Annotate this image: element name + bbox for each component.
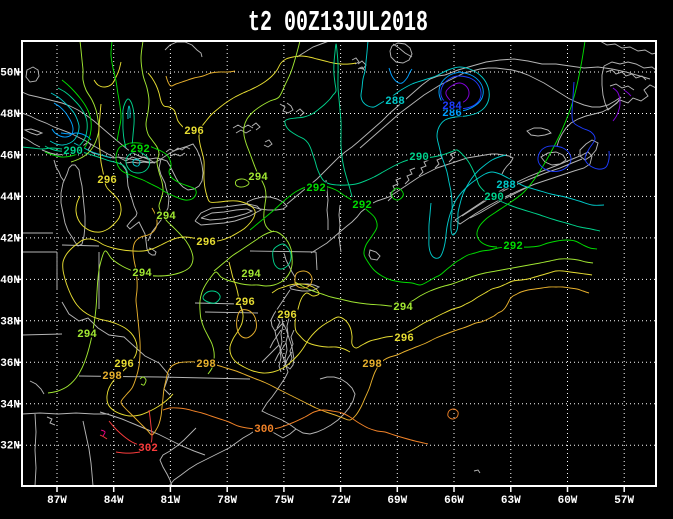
svg-text:t2 00Z13JUL2018: t2 00Z13JUL2018 xyxy=(248,7,428,40)
svg-text:294: 294 xyxy=(241,269,261,281)
svg-text:294: 294 xyxy=(248,172,268,184)
svg-text:290: 290 xyxy=(484,192,504,204)
svg-text:40N: 40N xyxy=(0,275,20,287)
svg-text:294: 294 xyxy=(393,302,413,314)
svg-text:294: 294 xyxy=(156,211,176,223)
svg-text:66W: 66W xyxy=(444,495,464,507)
svg-text:46N: 46N xyxy=(0,150,20,162)
svg-text:296: 296 xyxy=(97,175,117,187)
svg-text:284: 284 xyxy=(442,101,462,113)
svg-text:294: 294 xyxy=(132,268,152,280)
svg-text:292: 292 xyxy=(352,200,372,212)
svg-text:84W: 84W xyxy=(104,495,124,507)
svg-text:296: 296 xyxy=(235,297,255,309)
svg-text:296: 296 xyxy=(114,359,134,371)
svg-text:298: 298 xyxy=(102,371,122,383)
svg-text:75W: 75W xyxy=(274,495,294,507)
svg-text:288: 288 xyxy=(496,180,516,192)
svg-text:298: 298 xyxy=(362,359,382,371)
svg-text:69W: 69W xyxy=(387,495,407,507)
svg-text:36N: 36N xyxy=(0,358,20,370)
svg-text:48N: 48N xyxy=(0,109,20,121)
svg-text:72W: 72W xyxy=(331,495,351,507)
svg-text:296: 296 xyxy=(277,310,297,322)
svg-text:300: 300 xyxy=(254,424,274,436)
svg-text:38N: 38N xyxy=(0,316,20,328)
svg-text:57W: 57W xyxy=(614,495,634,507)
svg-text:290: 290 xyxy=(63,146,83,158)
svg-text:63W: 63W xyxy=(501,495,521,507)
svg-text:298: 298 xyxy=(196,359,216,371)
svg-text:294: 294 xyxy=(77,329,97,341)
svg-text:296: 296 xyxy=(196,237,216,249)
svg-text:286: 286 xyxy=(442,108,462,120)
svg-text:60W: 60W xyxy=(558,495,578,507)
svg-text:44N: 44N xyxy=(0,192,20,204)
svg-text:32N: 32N xyxy=(0,441,20,453)
svg-text:34N: 34N xyxy=(0,399,20,411)
svg-text:292: 292 xyxy=(130,144,150,156)
svg-text:81W: 81W xyxy=(160,495,180,507)
svg-text:302: 302 xyxy=(138,443,158,455)
svg-text:288: 288 xyxy=(385,96,405,108)
svg-text:50N: 50N xyxy=(0,68,20,80)
svg-text:292: 292 xyxy=(306,183,326,195)
svg-text:292: 292 xyxy=(503,241,523,253)
svg-text:296: 296 xyxy=(394,333,414,345)
svg-text:78W: 78W xyxy=(217,495,237,507)
svg-text:87W: 87W xyxy=(47,495,67,507)
svg-text:42N: 42N xyxy=(0,233,20,245)
svg-text:296: 296 xyxy=(184,126,204,138)
svg-text:290: 290 xyxy=(409,152,429,164)
